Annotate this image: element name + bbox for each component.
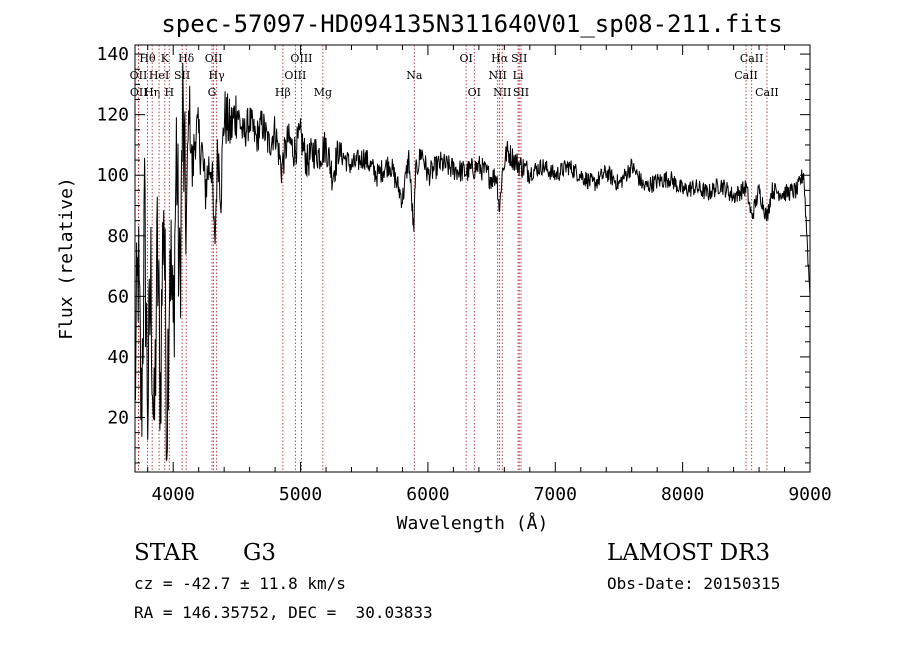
y-tick-label: 20 <box>107 407 129 428</box>
plot-axes <box>134 44 811 473</box>
spectral-line-label: OIII <box>284 69 306 82</box>
spectral-line-label: K <box>161 52 170 65</box>
spectral-line-label: Na <box>406 69 423 82</box>
x-tick-label: 5000 <box>279 484 322 505</box>
spectral-line-label: H <box>164 86 174 99</box>
coordinates: RA = 146.35752, DEC = 30.03833 <box>134 603 433 622</box>
spectral-line-label: SII <box>174 69 190 82</box>
spectral-line-label: SII <box>513 86 529 99</box>
spectrum-line <box>134 62 811 461</box>
x-tick-label: 7000 <box>534 484 577 505</box>
x-tick-label: 8000 <box>661 484 704 505</box>
redshift-velocity: cz = -42.7 ± 11.8 km/s <box>134 574 346 593</box>
object-class: STAR <box>134 540 198 566</box>
spectral-line-label: OIII <box>290 52 312 65</box>
y-tick-label: 40 <box>107 347 129 368</box>
spectral-line-label: OI <box>459 52 472 65</box>
spectral-line-label: OI <box>468 86 481 99</box>
spectral-line-label: CaII <box>734 69 758 82</box>
spectral-line-label: CaII <box>755 86 779 99</box>
plot-frame <box>134 44 811 473</box>
spectral-line-label: OII <box>130 69 148 82</box>
spectral-line-label: Hγ <box>209 69 226 82</box>
object-subclass: G3 <box>243 540 277 566</box>
spectral-line-label: Hη <box>144 86 160 99</box>
y-tick-label: 100 <box>96 165 129 186</box>
y-tick-label: 120 <box>96 105 129 126</box>
x-tick-label: 9000 <box>788 484 831 505</box>
x-axis-label: Wavelength (Å) <box>397 512 549 534</box>
y-tick-label: 80 <box>107 226 129 247</box>
spectral-line-label: NII <box>493 86 511 99</box>
spectral-line-label: Mg <box>314 86 332 99</box>
spectral-line-label: OII <box>130 86 148 99</box>
survey-name: LAMOST DR3 <box>607 540 771 566</box>
y-tick-label: 140 <box>96 44 129 65</box>
spectral-line-label: Hθ <box>139 52 156 65</box>
spectrum-series <box>134 62 811 461</box>
chart-title: spec-57097-HD094135N311640V01_sp08-211.f… <box>161 10 783 38</box>
spectral-line-label: SII <box>511 52 527 65</box>
x-tick-label: 6000 <box>406 484 449 505</box>
y-axis-label: Flux (relative) <box>56 177 77 340</box>
spectral-line-label: Li <box>513 69 524 82</box>
spectral-line-label: Hα <box>491 52 509 65</box>
spectral-line-label: Hβ <box>275 86 291 99</box>
spectral-line-label: OII <box>205 52 223 65</box>
spectral-line-label: NII <box>489 69 507 82</box>
spectral-line-label: Hδ <box>178 52 195 65</box>
x-tick-label: 4000 <box>152 484 195 505</box>
axis-ticks: 4000 5000 6000 7000 8000 9000 20 40 60 80 100 120 14… <box>96 44 831 505</box>
y-tick-label: 60 <box>107 286 129 307</box>
spectral-line-label: G <box>208 86 217 99</box>
observation-date: Obs-Date: 20150315 <box>607 574 781 593</box>
spectral-line-label: CaII <box>740 52 764 65</box>
spectral-line-label: HeI <box>149 69 169 82</box>
